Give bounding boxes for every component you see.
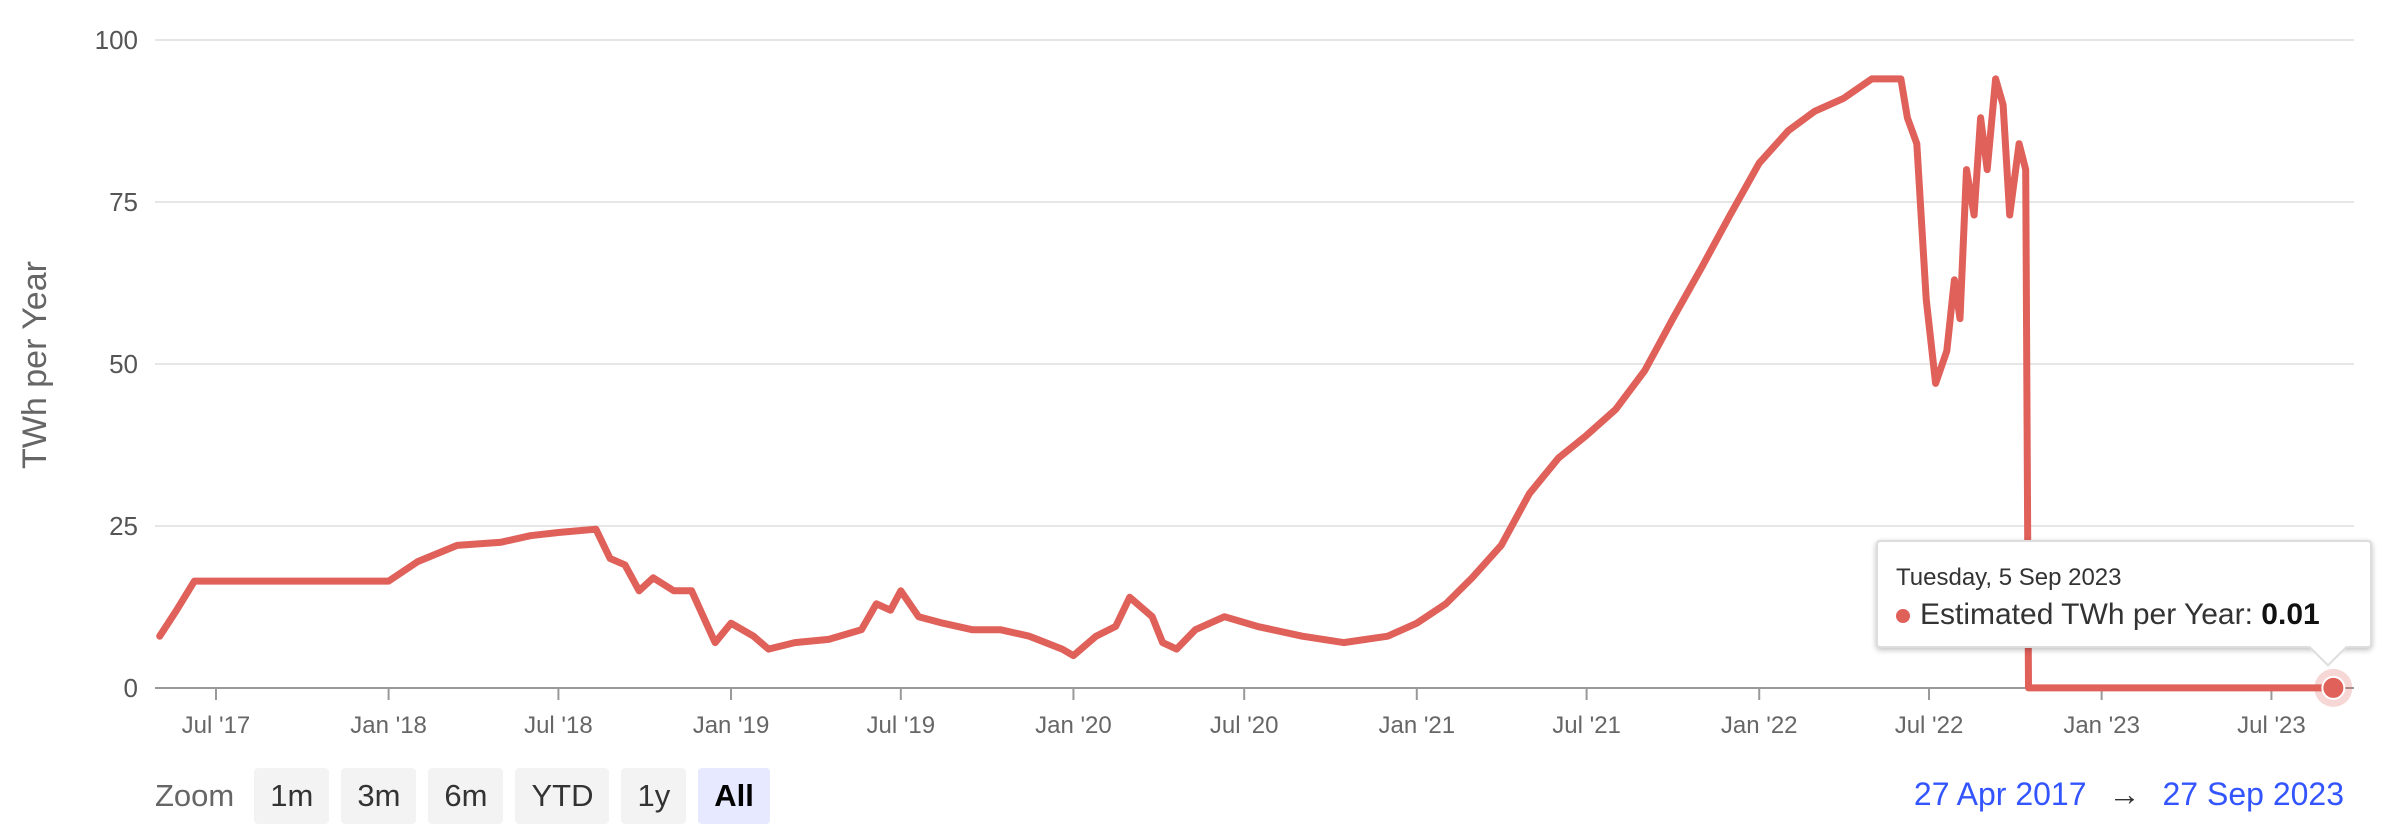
x-tick-label: Jan '19 xyxy=(693,712,770,739)
highlight-marker-layer xyxy=(2314,668,2353,707)
x-tick-label: Jul '20 xyxy=(1210,712,1279,739)
tooltip-value: 0.01 xyxy=(2261,598,2320,631)
range-to-date[interactable]: 27 Sep 2023 xyxy=(2162,776,2345,812)
x-axis-ticks: Jul '17 Jan '18 Jul '18 Jan '19 Jul '19 Jan '… xyxy=(182,688,2306,739)
series-layer[interactable] xyxy=(156,75,2337,692)
tooltip-separator: : xyxy=(2244,598,2253,631)
x-tick-label: Jul '21 xyxy=(1552,712,1621,739)
grid-lines xyxy=(155,39,2354,527)
range-arrow-icon: → xyxy=(2108,776,2141,812)
series-dot-icon xyxy=(1896,609,1910,624)
zoom-bar: Zoom 1m 3m 6m YTD 1y All xyxy=(155,768,770,824)
y-tick-label: 0 xyxy=(124,673,138,703)
date-range-display: 27 Apr 2017 → 27 Sep 2023 xyxy=(1914,776,2344,813)
highlight-point[interactable] xyxy=(2321,675,2346,700)
zoom-button-ytd[interactable]: YTD xyxy=(515,768,610,824)
x-tick-label: Jul '17 xyxy=(182,712,251,739)
tooltip: Tuesday, 5 Sep 2023 Estimated TWh per Ye… xyxy=(1876,540,2372,667)
zoom-button-6m[interactable]: 6m xyxy=(428,768,504,824)
y-axis-title: TWh per Year xyxy=(16,261,54,469)
y-tick-label: 100 xyxy=(95,25,138,55)
x-tick-label: Jan '18 xyxy=(350,712,427,739)
y-tick-label: 50 xyxy=(109,349,138,379)
x-tick-label: Jan '21 xyxy=(1378,712,1455,739)
x-tick-label: Jan '23 xyxy=(2063,712,2140,739)
zoom-button-3m[interactable]: 3m xyxy=(341,768,417,824)
y-tick-label: 25 xyxy=(109,511,138,541)
x-tick-label: Jul '22 xyxy=(1895,712,1964,739)
x-tick-label: Jan '22 xyxy=(1721,712,1798,739)
x-tick-label: Jul '18 xyxy=(524,712,593,739)
tooltip-row: Estimated TWh per Year: 0.01 xyxy=(1896,598,2356,632)
tooltip-series-name: Estimated TWh per Year xyxy=(1920,598,2245,631)
tooltip-date: Tuesday, 5 Sep 2023 xyxy=(1896,564,2122,591)
zoom-button-1m[interactable]: 1m xyxy=(254,768,330,824)
x-tick-label: Jan '20 xyxy=(1035,712,1112,739)
y-tick-label: 75 xyxy=(109,187,138,217)
x-tick-label: Jul '23 xyxy=(2237,712,2306,739)
y-axis-ticks: 0 25 50 75 100 xyxy=(95,25,138,703)
zoom-label: Zoom xyxy=(155,778,235,813)
x-tick-label: Jul '19 xyxy=(867,712,936,739)
series-line[interactable] xyxy=(156,75,2337,692)
range-from-date[interactable]: 27 Apr 2017 xyxy=(1913,776,2087,812)
zoom-button-1y[interactable]: 1y xyxy=(621,768,687,824)
zoom-button-all[interactable]: All xyxy=(698,768,770,824)
